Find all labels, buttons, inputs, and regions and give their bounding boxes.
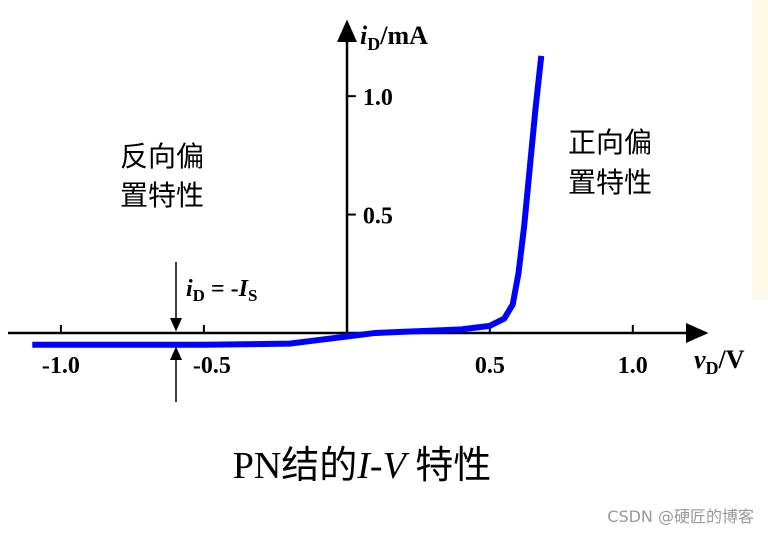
y-axis-label: iD/mA	[360, 21, 428, 54]
label-part: i	[360, 21, 368, 50]
caption-part: I	[356, 445, 372, 487]
label-part: I	[238, 276, 250, 302]
caption-part: PN结的	[233, 445, 358, 487]
caption-part: -	[370, 445, 383, 487]
caption-part: 特性	[406, 445, 492, 487]
annotation: 置特性	[568, 166, 652, 199]
caption-part: V	[383, 445, 410, 487]
label-part: /V	[718, 345, 745, 374]
side-strip	[752, 0, 768, 300]
iv-curve	[32, 55, 545, 348]
label-part: = -	[205, 276, 239, 302]
annotation: iD = -IS	[186, 276, 257, 305]
x-tick-label: -0.5	[193, 353, 231, 379]
x-axis-label: vD/V	[694, 345, 745, 378]
x-tick-label: 0.5	[475, 353, 505, 379]
caption: PN结的I-V 特性	[233, 445, 492, 487]
label-part: D	[706, 358, 719, 378]
label-part: D	[367, 34, 380, 54]
annotation: 置特性	[120, 179, 204, 212]
label-part: i	[186, 276, 193, 302]
annotation: 反向偏	[120, 140, 204, 173]
x-tick-label: 1.0	[618, 353, 648, 379]
y-tick-label: 1.0	[363, 85, 393, 111]
label-part: S	[248, 286, 257, 305]
y-tick-label: 0.5	[363, 204, 393, 230]
label-part: /mA	[379, 21, 428, 50]
watermark: CSDN @硬匠的博客	[607, 507, 754, 526]
x-tick-label: -1.0	[42, 353, 80, 379]
label-part: v	[694, 345, 706, 374]
annotation: 正向偏	[568, 126, 652, 159]
label-part: D	[193, 286, 205, 305]
